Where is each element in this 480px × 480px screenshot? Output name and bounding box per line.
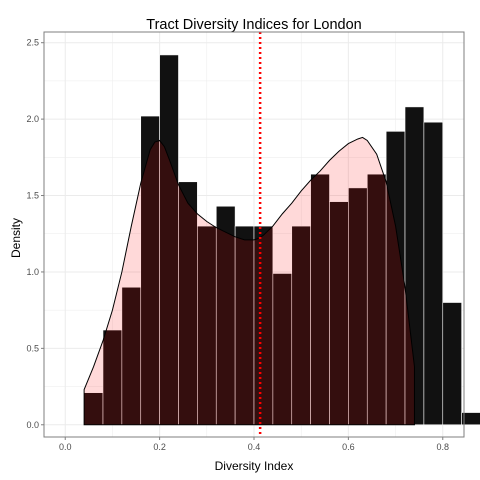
x-tick-label: 0.2 xyxy=(153,442,166,452)
x-tick-label: 0.6 xyxy=(342,442,355,452)
x-tick-label: 0.0 xyxy=(59,442,72,452)
y-tick-label: 0.0 xyxy=(26,420,39,430)
y-axis-label: Density xyxy=(9,218,23,258)
chart-title: Tract Diversity Indices for London xyxy=(146,17,361,33)
y-tick-label: 1.5 xyxy=(26,191,39,201)
histogram-bar xyxy=(424,122,443,425)
y-tick-label: 1.0 xyxy=(26,267,39,277)
histogram-bar xyxy=(443,303,462,425)
y-tick-label: 2.5 xyxy=(26,38,39,48)
y-tick-label: 0.5 xyxy=(26,343,39,353)
y-tick-label: 2.0 xyxy=(26,114,39,124)
x-tick-label: 0.4 xyxy=(248,442,261,452)
x-axis-label: Diversity Index xyxy=(215,459,294,473)
x-tick-label: 0.8 xyxy=(437,442,450,452)
